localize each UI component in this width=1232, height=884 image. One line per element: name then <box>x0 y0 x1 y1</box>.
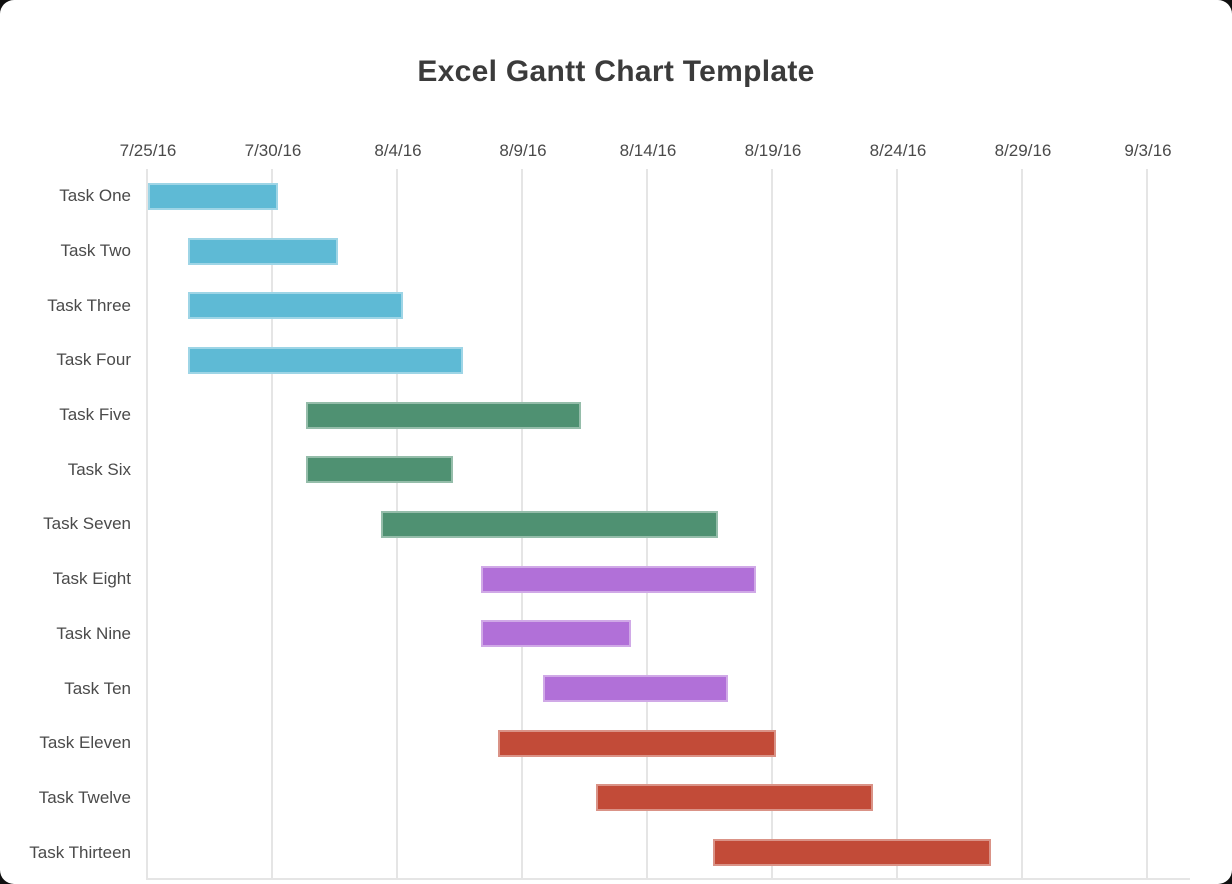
x-axis-tick-label: 8/14/16 <box>619 141 677 160</box>
task-row: Task Five <box>0 388 1232 443</box>
task-label: Task Two <box>60 241 131 261</box>
task-row: Task Twelve <box>0 771 1232 826</box>
task-bar <box>713 839 991 867</box>
x-axis-tick-label: 8/19/16 <box>744 141 802 160</box>
task-row: Task Ten <box>0 661 1232 716</box>
x-axis-baseline <box>147 878 1190 880</box>
task-row: Task Two <box>0 224 1232 279</box>
vertical-gridline <box>1146 169 1148 880</box>
x-axis-tick-label: 9/3/16 <box>1124 141 1172 160</box>
task-label: Task Seven <box>43 514 131 534</box>
task-label: Task Eight <box>52 569 131 589</box>
task-bar <box>380 510 718 538</box>
task-label: Task Thirteen <box>29 842 131 862</box>
task-row: Task Thirteen <box>0 825 1232 880</box>
x-axis-tick-label: 8/9/16 <box>499 141 547 160</box>
vertical-gridline <box>771 169 773 880</box>
task-row: Task Four <box>0 333 1232 388</box>
vertical-gridline <box>271 169 273 880</box>
task-bar <box>188 292 403 320</box>
task-row: Task One <box>0 169 1232 224</box>
task-label: Task Eleven <box>39 733 131 753</box>
task-bar <box>595 784 873 812</box>
task-row: Task Eleven <box>0 716 1232 771</box>
task-bar <box>188 346 463 374</box>
task-row: Task Eight <box>0 552 1232 607</box>
vertical-gridline <box>1021 169 1023 880</box>
task-bar <box>305 456 453 484</box>
task-label: Task Six <box>67 459 131 479</box>
task-bar <box>148 182 278 210</box>
task-row: Task Three <box>0 278 1232 333</box>
task-label: Task Nine <box>56 623 131 643</box>
task-bar <box>543 675 728 703</box>
chart-title: Excel Gantt Chart Template <box>417 55 815 88</box>
task-label: Task Five <box>59 405 131 425</box>
x-axis-tick-label: 8/4/16 <box>374 141 422 160</box>
task-label: Task One <box>59 186 131 206</box>
x-axis-tick-label: 7/25/16 <box>119 141 177 160</box>
task-bar <box>305 401 581 429</box>
vertical-gridline <box>896 169 898 880</box>
x-axis-tick-label: 8/24/16 <box>869 141 927 160</box>
task-bar <box>480 620 631 648</box>
task-label: Task Four <box>56 350 131 370</box>
vertical-gridline <box>146 169 148 880</box>
task-row: Task Six <box>0 442 1232 497</box>
x-axis-tick-label: 8/29/16 <box>994 141 1052 160</box>
task-label: Task Ten <box>64 678 131 698</box>
x-axis-tick-label: 7/30/16 <box>244 141 302 160</box>
task-bar <box>188 237 338 265</box>
task-row: Task Nine <box>0 607 1232 662</box>
task-label: Task Twelve <box>38 787 131 807</box>
task-row: Task Seven <box>0 497 1232 552</box>
task-bar <box>498 729 776 757</box>
task-label: Task Three <box>47 295 131 315</box>
task-bar <box>480 565 756 593</box>
